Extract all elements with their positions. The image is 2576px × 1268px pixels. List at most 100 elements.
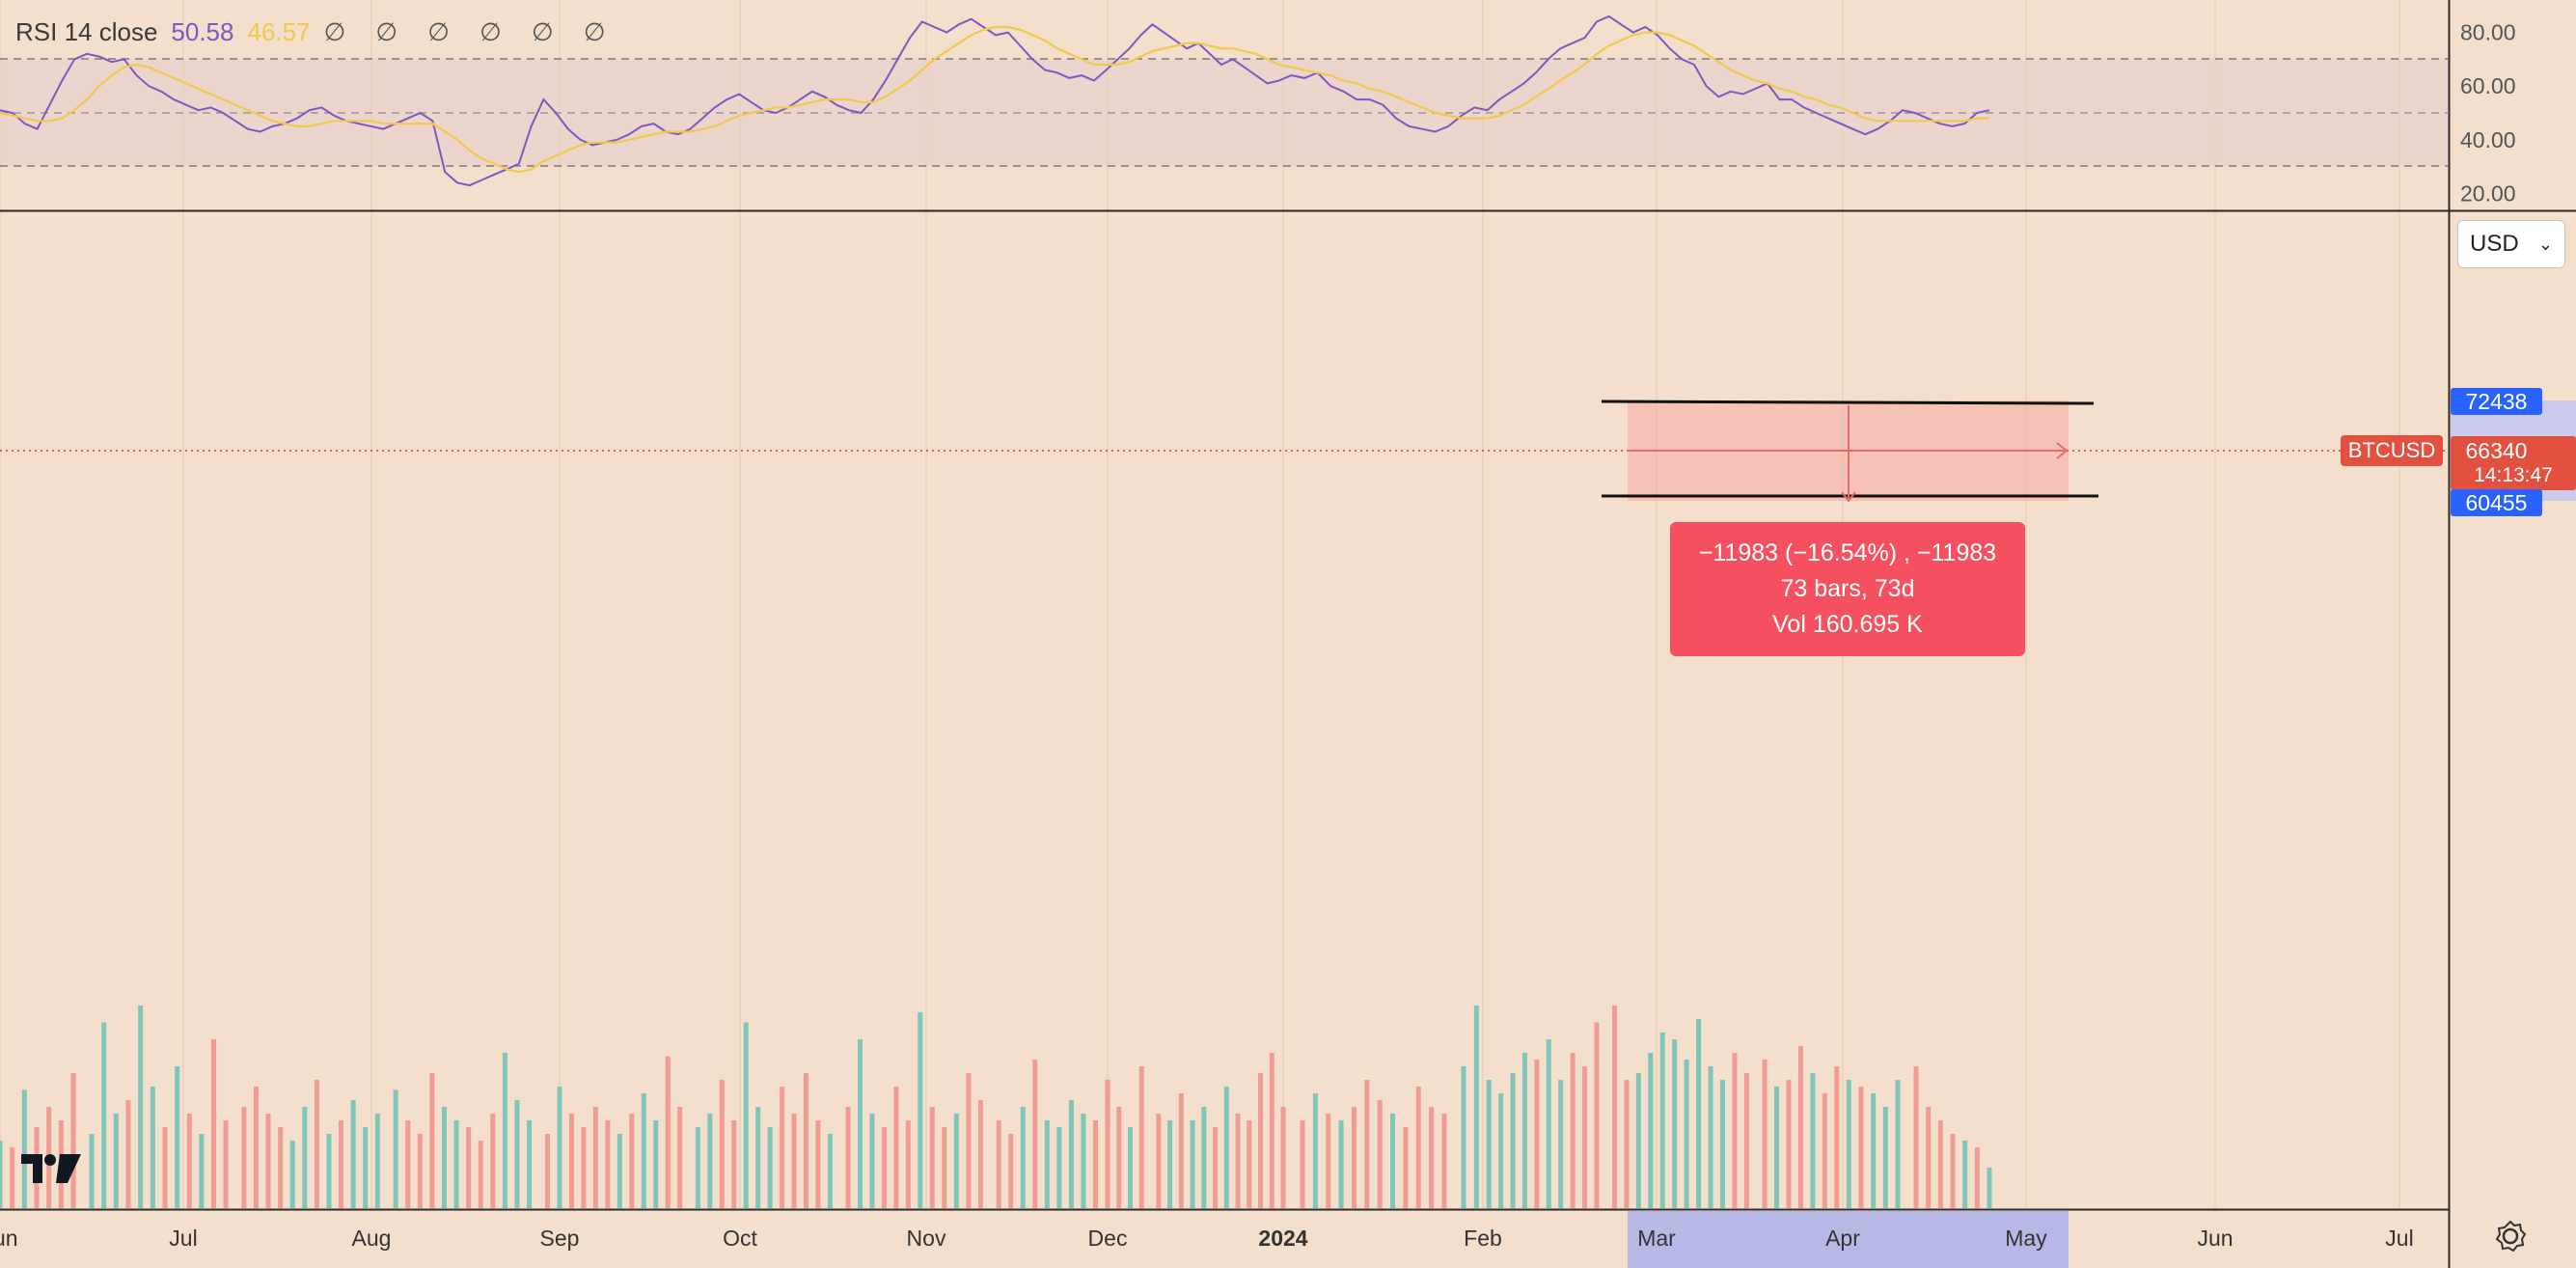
- volume-bar: [514, 1100, 520, 1208]
- volume-bar: [1415, 1087, 1421, 1208]
- trend-channel-upper[interactable]: [1601, 400, 2095, 405]
- symbol-badge-bg: [2341, 435, 2443, 466]
- volume-bar: [869, 1114, 875, 1208]
- volume-bar: [1846, 1080, 1851, 1208]
- rsi-lines: [0, 14, 1990, 187]
- range-down-arrow-head: [1841, 491, 1856, 503]
- volume-bar: [1486, 1080, 1492, 1208]
- volume-bar: [1429, 1107, 1435, 1208]
- volume-bar: [1403, 1127, 1409, 1208]
- volume-bar: [314, 1080, 319, 1208]
- volume-bar: [138, 1006, 144, 1208]
- volume-bar: [1871, 1093, 1877, 1208]
- volume-bar: [1594, 1022, 1600, 1208]
- time-axis-label: Aug: [352, 1226, 392, 1251]
- volume-bar: [1510, 1073, 1516, 1208]
- time-axis-label: Sep: [540, 1226, 580, 1251]
- volume-bar: [1377, 1100, 1383, 1208]
- volume-bar: [1156, 1114, 1162, 1208]
- measure-change: −11983 (−16.54%) , −11983: [1698, 539, 1997, 566]
- volume-bar: [1032, 1060, 1038, 1208]
- time-axis-label: Feb: [1464, 1226, 1502, 1251]
- volume-bar: [893, 1087, 899, 1208]
- volume-bar: [210, 1039, 216, 1208]
- volume-bar: [1743, 1073, 1749, 1208]
- volume-bar: [186, 1114, 192, 1208]
- time-axis-label: Jun: [0, 1226, 18, 1251]
- volume-bar: [1213, 1127, 1219, 1208]
- volume-bar: [731, 1120, 737, 1208]
- volume-bar: [707, 1114, 713, 1208]
- volume-bar: [175, 1066, 180, 1208]
- volume-bar: [1659, 1033, 1665, 1208]
- volume-bar: [1351, 1107, 1357, 1208]
- volume-bar: [0, 1141, 3, 1208]
- volume-bar: [278, 1127, 284, 1208]
- volume-bar: [1390, 1114, 1396, 1208]
- volume-bar: [1312, 1093, 1318, 1208]
- currency-select[interactable]: USD ⌄: [2457, 220, 2565, 268]
- time-axis-label: Jul: [2385, 1226, 2413, 1251]
- volume-bar: [253, 1087, 259, 1208]
- volume-bar: [803, 1073, 808, 1208]
- volume-bar: [1822, 1093, 1827, 1208]
- volume-bar: [1300, 1120, 1305, 1208]
- volume-bar: [1056, 1127, 1062, 1208]
- volume-bar: [350, 1100, 356, 1208]
- range-arrow-head: [2056, 442, 2069, 459]
- volume-bar: [1684, 1060, 1689, 1208]
- volume-bar: [653, 1120, 659, 1208]
- volume-bar: [1895, 1080, 1901, 1208]
- volume-bar: [827, 1134, 833, 1208]
- volume-bar: [1732, 1053, 1738, 1208]
- volume-bar: [1797, 1046, 1803, 1208]
- volume-bar: [1962, 1141, 1968, 1208]
- time-axis-label: Mar: [1637, 1226, 1676, 1251]
- volume-bar: [1190, 1120, 1195, 1208]
- volume-bar: [1223, 1087, 1229, 1208]
- volume-bar: [1044, 1120, 1050, 1208]
- volume-bar: [1810, 1073, 1816, 1208]
- volume-bar: [1834, 1066, 1840, 1208]
- rsi-axis-label: 60.00: [2460, 73, 2516, 98]
- volume-bar: [918, 1012, 923, 1208]
- price-tag-current: 66340: [2465, 437, 2528, 463]
- volume-bar: [1974, 1147, 1980, 1208]
- volume-bar: [1937, 1120, 1943, 1208]
- rsi-legend[interactable]: RSI 14 close 50.58 46.57 ∅ ∅ ∅ ∅ ∅ ∅: [15, 15, 617, 48]
- volume-bar: [478, 1141, 483, 1208]
- volume-bar: [1498, 1093, 1504, 1208]
- tradingview-logo-icon[interactable]: [21, 1152, 83, 1185]
- volume-bar: [1570, 1053, 1576, 1208]
- volume-bar: [405, 1120, 411, 1208]
- volume-bar: [1672, 1039, 1678, 1208]
- time-axis-label: 2024: [1258, 1226, 1307, 1251]
- price-tag-upper: 72438: [2465, 388, 2528, 414]
- currency-value: USD: [2470, 231, 2519, 257]
- volume-bar: [1786, 1080, 1792, 1208]
- volume-bar: [1269, 1053, 1274, 1208]
- volume-bar: [199, 1134, 205, 1208]
- volume-bar: [617, 1134, 622, 1208]
- volume-bar: [1441, 1114, 1447, 1208]
- time-axis-label: Jun: [2197, 1226, 2233, 1251]
- chevron-down-icon: ⌄: [2537, 234, 2553, 254]
- volume-bar: [1882, 1107, 1888, 1208]
- grid-lines: [0, 0, 2400, 1208]
- volume-bar: [241, 1107, 247, 1208]
- time-axis-label: Apr: [1825, 1226, 1860, 1251]
- price-tag-current-bg: [2451, 436, 2576, 490]
- volume-bar: [113, 1114, 119, 1208]
- volume-bar: [502, 1053, 507, 1208]
- rsi-axis-label: 40.00: [2460, 127, 2516, 152]
- volume-bar: [1068, 1100, 1074, 1208]
- volume-bar: [70, 1073, 76, 1208]
- measure-bars: 73 bars, 73d: [1780, 575, 1915, 602]
- volume-bar: [150, 1087, 155, 1208]
- volume-bar: [1950, 1134, 1956, 1208]
- settings-icon[interactable]: [2494, 1220, 2527, 1253]
- volume-bar: [605, 1120, 611, 1208]
- volume-bar: [339, 1120, 344, 1208]
- volume-bar: [1201, 1107, 1207, 1208]
